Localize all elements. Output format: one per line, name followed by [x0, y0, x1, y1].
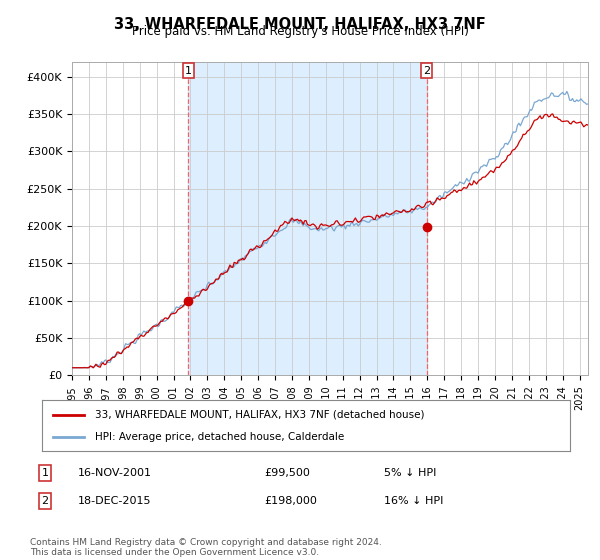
Text: 16-NOV-2001: 16-NOV-2001	[78, 468, 152, 478]
Text: 1: 1	[185, 66, 192, 76]
Text: £99,500: £99,500	[264, 468, 310, 478]
Text: 1: 1	[41, 468, 49, 478]
Text: 5% ↓ HPI: 5% ↓ HPI	[384, 468, 436, 478]
Text: 2: 2	[423, 66, 430, 76]
Text: Price paid vs. HM Land Registry's House Price Index (HPI): Price paid vs. HM Land Registry's House …	[131, 25, 469, 38]
Text: Contains HM Land Registry data © Crown copyright and database right 2024.
This d: Contains HM Land Registry data © Crown c…	[30, 538, 382, 557]
Bar	[188, 62, 427, 375]
Text: 33, WHARFEDALE MOUNT, HALIFAX, HX3 7NF (detached house): 33, WHARFEDALE MOUNT, HALIFAX, HX3 7NF (…	[95, 409, 424, 419]
Text: 2: 2	[41, 496, 49, 506]
Text: HPI: Average price, detached house, Calderdale: HPI: Average price, detached house, Cald…	[95, 432, 344, 442]
Text: 18-DEC-2015: 18-DEC-2015	[78, 496, 151, 506]
Text: £198,000: £198,000	[264, 496, 317, 506]
Text: 33, WHARFEDALE MOUNT, HALIFAX, HX3 7NF: 33, WHARFEDALE MOUNT, HALIFAX, HX3 7NF	[114, 17, 486, 32]
Text: 16% ↓ HPI: 16% ↓ HPI	[384, 496, 443, 506]
